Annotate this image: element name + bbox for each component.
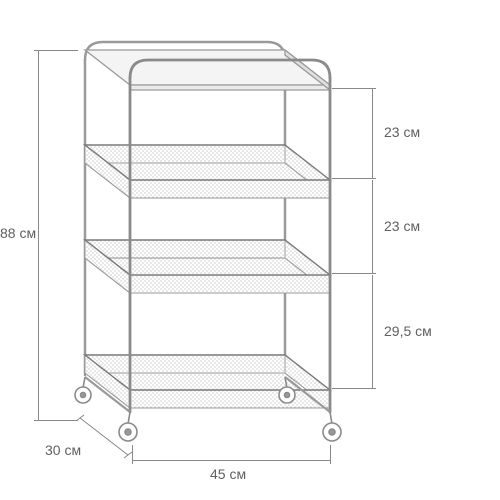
dim-depth-label: 30 см bbox=[45, 442, 81, 458]
diagram-stage: 88 см 23 см 23 см 29,5 см 30 см 45 см bbox=[0, 0, 500, 500]
dim-ext bbox=[330, 445, 331, 460]
dim-ext bbox=[132, 445, 133, 460]
dim-depth-line bbox=[0, 0, 500, 500]
dim-width-label: 45 см bbox=[210, 466, 246, 482]
dim-line-width bbox=[132, 460, 330, 461]
